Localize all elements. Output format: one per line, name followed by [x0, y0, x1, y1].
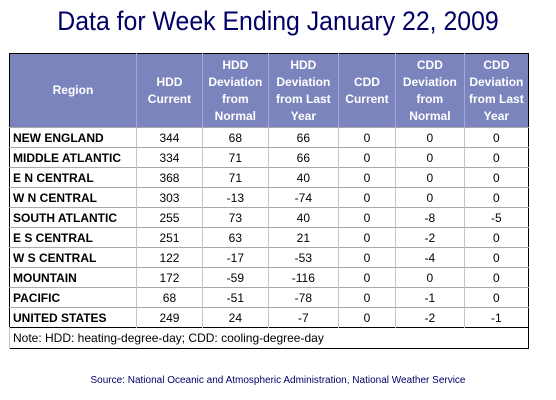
- cell-cdd-current: 0: [337, 227, 396, 248]
- table-row: UNITED STATES 249 24 -7 0 -2 -1: [9, 307, 529, 328]
- cell-cdd-deviation-last-year: 0: [463, 147, 529, 168]
- cell-hdd-deviation-last-year: -7: [267, 307, 339, 328]
- table-note-row: Note: HDD: heating-degree-day; CDD: cool…: [9, 327, 529, 349]
- header-hdd-deviation-last-year: HDD Deviation from Last Year: [267, 53, 339, 128]
- cell-hdd-current: 251: [135, 227, 203, 248]
- cell-cdd-deviation-last-year: 0: [463, 267, 529, 288]
- cell-hdd-deviation-last-year: -78: [267, 287, 339, 308]
- cell-hdd-current: 303: [135, 187, 203, 208]
- cell-cdd-current: 0: [337, 167, 396, 188]
- cell-cdd-deviation-normal: 0: [395, 267, 465, 288]
- cell-cdd-current: 0: [337, 207, 396, 228]
- cell-hdd-deviation-normal: -13: [201, 187, 269, 208]
- cell-cdd-current: 0: [337, 267, 396, 288]
- cell-hdd-deviation-last-year: 40: [267, 207, 339, 228]
- header-cdd-deviation-last-year: CDD Deviation from Last Year: [463, 53, 529, 128]
- header-hdd-deviation-normal: HDD Deviation from Normal: [201, 53, 269, 128]
- table-row: MOUNTAIN 172 -59 -116 0 0 0: [9, 267, 529, 288]
- table-row: W S CENTRAL 122 -17 -53 0 -4 0: [9, 247, 529, 268]
- cell-hdd-deviation-last-year: -116: [267, 267, 339, 288]
- cell-cdd-deviation-last-year: 0: [463, 287, 529, 308]
- cell-hdd-deviation-last-year: -53: [267, 247, 339, 268]
- source-credit: Source: National Oceanic and Atmospheric…: [90, 375, 466, 386]
- cell-hdd-current: 249: [135, 307, 203, 328]
- cell-cdd-deviation-normal: -8: [395, 207, 465, 228]
- cell-cdd-deviation-normal: -4: [395, 247, 465, 268]
- cell-region: UNITED STATES: [9, 307, 137, 328]
- cell-hdd-deviation-normal: 63: [201, 227, 269, 248]
- cell-hdd-deviation-normal: 24: [201, 307, 269, 328]
- cell-cdd-deviation-last-year: 0: [463, 227, 529, 248]
- cell-hdd-deviation-normal: -59: [201, 267, 269, 288]
- cell-cdd-deviation-last-year: 0: [463, 187, 529, 208]
- cell-region: E N CENTRAL: [9, 167, 137, 188]
- cell-hdd-deviation-last-year: 66: [267, 147, 339, 168]
- cell-cdd-current: 0: [337, 307, 396, 328]
- header-hdd-current: HDD Current: [135, 53, 203, 128]
- cell-hdd-current: 172: [135, 267, 203, 288]
- cell-hdd-deviation-last-year: 40: [267, 167, 339, 188]
- cell-region: E S CENTRAL: [9, 227, 137, 248]
- cell-cdd-deviation-last-year: 0: [463, 247, 529, 268]
- cell-hdd-deviation-last-year: 66: [267, 127, 339, 148]
- cell-cdd-deviation-normal: 0: [395, 187, 465, 208]
- cell-hdd-current: 344: [135, 127, 203, 148]
- cell-region: MIDDLE ATLANTIC: [9, 147, 137, 168]
- cell-region: W S CENTRAL: [9, 247, 137, 268]
- cell-hdd-deviation-normal: 73: [201, 207, 269, 228]
- cell-region: W N CENTRAL: [9, 187, 137, 208]
- cell-cdd-current: 0: [337, 287, 396, 308]
- cell-hdd-deviation-last-year: 21: [267, 227, 339, 248]
- cell-hdd-current: 368: [135, 167, 203, 188]
- cell-cdd-deviation-normal: 0: [395, 127, 465, 148]
- cell-hdd-deviation-normal: -51: [201, 287, 269, 308]
- table-header-row: Region HDD Current HDD Deviation from No…: [9, 53, 529, 128]
- cell-hdd-current: 68: [135, 287, 203, 308]
- cell-cdd-current: 0: [337, 187, 396, 208]
- cell-region: NEW ENGLAND: [9, 127, 137, 148]
- cell-cdd-deviation-normal: -1: [395, 287, 465, 308]
- cell-cdd-current: 0: [337, 247, 396, 268]
- cell-hdd-deviation-normal: 71: [201, 167, 269, 188]
- table-row: E S CENTRAL 251 63 21 0 -2 0: [9, 227, 529, 248]
- cell-cdd-current: 0: [337, 127, 396, 148]
- cell-cdd-deviation-last-year: 0: [463, 127, 529, 148]
- cell-region: MOUNTAIN: [9, 267, 137, 288]
- cell-cdd-deviation-normal: 0: [395, 147, 465, 168]
- cell-cdd-deviation-last-year: 0: [463, 167, 529, 188]
- page-title: Data for Week Ending January 22, 2009: [57, 6, 499, 36]
- table-row: PACIFIC 68 -51 -78 0 -1 0: [9, 287, 529, 308]
- cell-hdd-deviation-normal: 68: [201, 127, 269, 148]
- cell-hdd-deviation-last-year: -74: [267, 187, 339, 208]
- cell-cdd-deviation-last-year: -5: [463, 207, 529, 228]
- cell-cdd-deviation-normal: -2: [395, 227, 465, 248]
- cell-hdd-deviation-normal: -17: [201, 247, 269, 268]
- table-row: E N CENTRAL 368 71 40 0 0 0: [9, 167, 529, 188]
- cell-hdd-current: 122: [135, 247, 203, 268]
- table-note: Note: HDD: heating-degree-day; CDD: cool…: [9, 327, 529, 349]
- cell-cdd-deviation-normal: -2: [395, 307, 465, 328]
- table-row: NEW ENGLAND 344 68 66 0 0 0: [9, 127, 529, 148]
- weather-data-table: Region HDD Current HDD Deviation from No…: [9, 53, 529, 349]
- cell-region: PACIFIC: [9, 287, 137, 308]
- cell-cdd-current: 0: [337, 147, 396, 168]
- cell-hdd-current: 255: [135, 207, 203, 228]
- cell-hdd-current: 334: [135, 147, 203, 168]
- table-row: W N CENTRAL 303 -13 -74 0 0 0: [9, 187, 529, 208]
- cell-region: SOUTH ATLANTIC: [9, 207, 137, 228]
- table-row: MIDDLE ATLANTIC 334 71 66 0 0 0: [9, 147, 529, 168]
- header-cdd-deviation-normal: CDD Deviation from Normal: [395, 53, 465, 128]
- header-cdd-current: CDD Current: [337, 53, 396, 128]
- header-region: Region: [9, 53, 137, 128]
- cell-cdd-deviation-last-year: -1: [463, 307, 529, 328]
- table-row: SOUTH ATLANTIC 255 73 40 0 -8 -5: [9, 207, 529, 228]
- cell-cdd-deviation-normal: 0: [395, 167, 465, 188]
- cell-hdd-deviation-normal: 71: [201, 147, 269, 168]
